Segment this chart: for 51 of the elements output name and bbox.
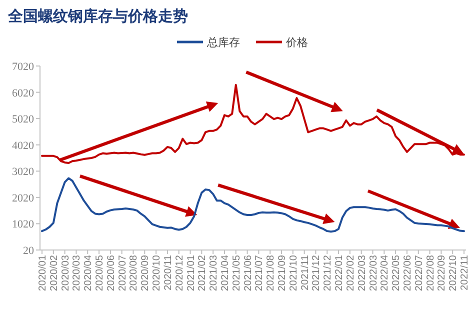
legend-label: 总库存 (206, 36, 240, 49)
x-tick-label: 2020/12 (174, 254, 186, 292)
x-tick-label: 2021/01 (186, 254, 197, 292)
x-tick-label: 2021/12 (311, 254, 322, 292)
line-series (41, 177, 465, 233)
x-tick-label: 2022/02 (345, 254, 356, 292)
x-tick-label: 2020/05 (94, 254, 106, 292)
x-tick-label: 2021/06 (242, 254, 254, 292)
x-tick-label: 2022/07 (414, 254, 425, 292)
x-tick-label: 2020/04 (83, 254, 94, 292)
y-tick-label: 2020 (12, 192, 34, 204)
line-series (41, 84, 465, 164)
x-tick-label: 2021/09 (277, 254, 288, 292)
x-tick-label: 2021/03 (208, 254, 220, 292)
y-tick-label: 6020 (12, 87, 34, 100)
x-tick-label: 2021/02 (197, 254, 208, 292)
x-tick-label: 2022/06 (402, 254, 414, 292)
x-tick-label: 2022/05 (391, 254, 402, 292)
x-tick-label: 2020/07 (117, 254, 128, 292)
x-tick-label: 2020/03 (60, 254, 72, 292)
x-tick-label: 2020/06 (106, 254, 117, 292)
x-tick-label: 2022/03 (368, 254, 380, 292)
y-tick-label: 7020 (12, 61, 34, 73)
x-tick-label: 2020/11 (162, 254, 174, 290)
x-tick-label: 2021/05 (231, 254, 242, 292)
x-tick-label: 2022/11 (460, 254, 470, 290)
x-tick-label: 2021/12 (322, 254, 334, 292)
x-tick-label: 2021/11 (300, 254, 311, 290)
legend-label: 价格 (285, 36, 308, 49)
x-tick-label: 2022/08 (425, 254, 436, 292)
x-tick-label: 2020/01 (38, 254, 48, 292)
x-tick-label: 2022/04 (380, 254, 391, 292)
x-tick-label: 2021/04 (220, 254, 231, 292)
x-tick-label: 2020/10 (152, 254, 163, 292)
y-tick-label: 20 (23, 245, 34, 257)
chart-title: 全国螺纹钢库存与价格走势 (7, 7, 188, 25)
x-tick-label: 2021/10 (288, 254, 300, 292)
x-tick-label: 2021/08 (266, 254, 277, 292)
x-tick-label: 2020/09 (140, 254, 152, 292)
y-tick-label: 1020 (12, 218, 34, 231)
x-tick-label: 2022/03 (356, 254, 368, 292)
x-tick-label: 2020/02 (48, 254, 60, 292)
x-tick-label: 2021/07 (254, 254, 266, 292)
x-tick-label: 2020/08 (128, 254, 140, 292)
y-tick-label: 4020 (12, 140, 34, 152)
x-tick-label: 2020/03 (72, 254, 83, 292)
x-tick-label: 2022/10 (448, 254, 460, 292)
x-tick-label: 2022/01 (334, 254, 346, 292)
y-tick-label: 3020 (12, 166, 34, 178)
x-tick-label: 2022/09 (436, 254, 448, 292)
y-tick-label: 5020 (12, 114, 34, 126)
